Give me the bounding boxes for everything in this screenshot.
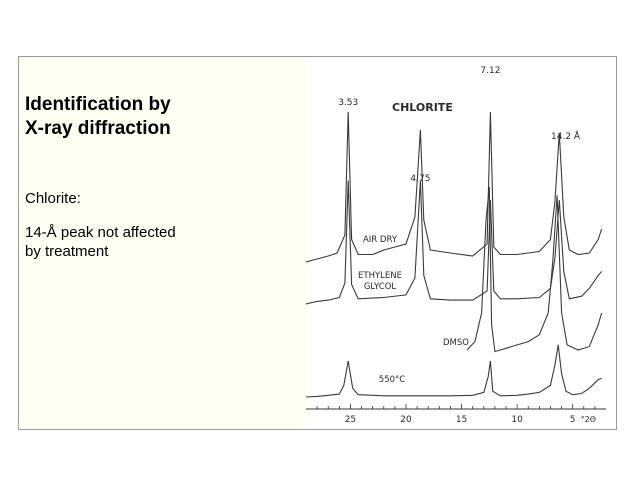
series-label: AIR DRY: [363, 235, 398, 245]
x-tick-label: 20: [400, 415, 412, 425]
xrd-chart: 25 20 15 10 5 °2Θ CHLORITE 3.53 4.75 7.12 14.2 Å A…: [306, 66, 606, 425]
peak-label: 14.2 Å: [551, 130, 581, 142]
x-axis-unit: °2Θ: [581, 415, 596, 424]
series-line-3: [466, 186, 603, 353]
x-tick-label: 25: [345, 415, 356, 425]
series-line-4: [306, 344, 602, 398]
slide-panel: Identification by X-ray diffraction Chlo…: [18, 56, 617, 430]
xrd-figure: 25 20 15 10 5 °2Θ CHLORITE 3.53 4.75 7.12 14.2 Å A…: [306, 57, 616, 429]
x-tick-label: 10: [511, 415, 523, 425]
series-line-2: [306, 180, 603, 305]
mineral-label: Chlorite:: [25, 190, 81, 207]
series-line-1: [306, 111, 603, 263]
slide-title: Identification by X-ray diffraction: [25, 94, 171, 139]
series-label: 550°C: [379, 375, 405, 385]
treatment-note: 14-Å peak not affected by treatment: [25, 224, 176, 260]
series-label: ETHYLENE GLYCOL: [358, 271, 402, 292]
chart-title: CHLORITE: [392, 101, 453, 114]
peak-label: 7.12: [480, 66, 500, 76]
series-label: DMSO: [443, 338, 469, 348]
peak-label: 3.53: [338, 98, 358, 108]
x-tick-label: 15: [456, 415, 467, 425]
peak-label: 4.75: [410, 174, 430, 184]
x-tick-label: 5: [570, 415, 576, 425]
